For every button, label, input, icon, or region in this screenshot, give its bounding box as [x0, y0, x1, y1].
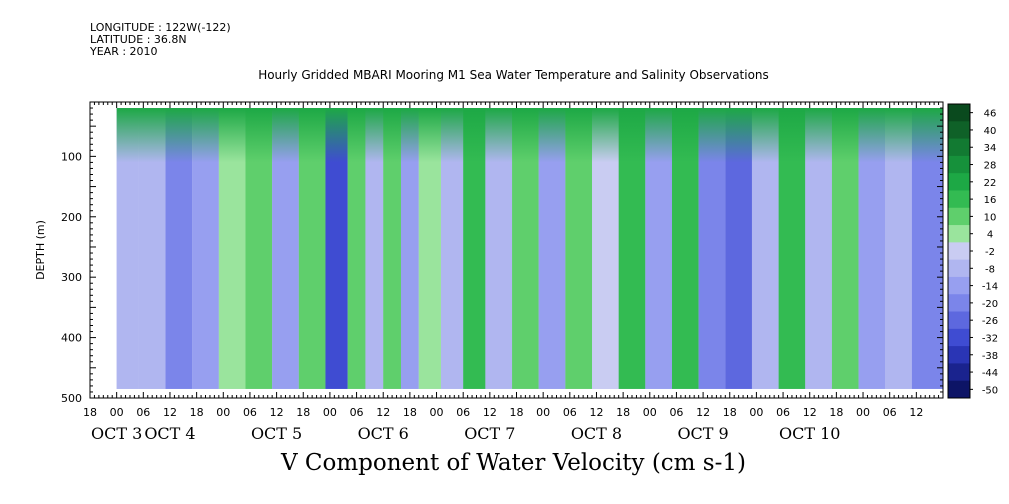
x-hour-tick-label: 12 — [376, 406, 390, 419]
colorbar-label: 40 — [984, 126, 997, 137]
x-hour-tick-label: 06 — [883, 406, 897, 419]
colorbar-band — [948, 346, 970, 364]
metadata-block: LONGITUDE : 122W(-122) LATITUDE : 36.8N … — [90, 22, 231, 58]
colorbar-label: -32 — [982, 333, 998, 344]
heatmap-stripe — [365, 108, 384, 389]
x-day-label: OCT 9 — [677, 424, 728, 443]
colorbar-label: -14 — [982, 282, 998, 293]
x-day-label: OCT 6 — [358, 424, 409, 443]
colorbar-band — [948, 207, 970, 226]
x-hour-tick-label: 06 — [350, 406, 364, 419]
y-tick-label: 500 — [61, 392, 82, 405]
x-hour-tick-label: 06 — [563, 406, 577, 419]
x-hour-tick-label: 18 — [510, 406, 524, 419]
colorbar-band — [948, 363, 970, 382]
heatmap-stripe — [400, 108, 419, 389]
y-tick-label: 400 — [61, 332, 82, 345]
x-hour-tick-label: 00 — [749, 406, 763, 419]
heatmap-stripe — [383, 108, 401, 389]
x-hour-tick-label: 12 — [163, 406, 177, 419]
colorbar-label: -38 — [982, 351, 998, 362]
colorbar-label: -44 — [982, 368, 998, 379]
x-day-label: OCT 8 — [571, 424, 622, 443]
colorbar-label: 4 — [987, 230, 993, 241]
colorbar-band — [948, 276, 970, 295]
colorbar-band — [948, 138, 970, 157]
colorbar-band — [948, 294, 970, 313]
heatmap-stripe — [325, 108, 348, 389]
colorbar-band — [948, 380, 970, 399]
x-hour-tick-label: 00 — [536, 406, 550, 419]
colorbar-band — [948, 259, 970, 278]
colorbar-label: 10 — [984, 212, 997, 223]
colorbar-label: -26 — [982, 316, 998, 327]
heatmap-stripe — [463, 108, 486, 389]
x-hour-tick-label: 00 — [430, 406, 444, 419]
x-hour-tick-label: 12 — [909, 406, 923, 419]
y-tick-label: 300 — [61, 271, 82, 284]
x-day-label: OCT 10 — [779, 424, 840, 443]
x-hour-tick-label: 00 — [643, 406, 657, 419]
x-hour-tick-label: 12 — [589, 406, 603, 419]
x-hour-tick-label: 00 — [856, 406, 870, 419]
colorbar-band — [948, 173, 970, 191]
colorbar-label: -2 — [985, 247, 995, 258]
x-day-label: OCT 3 — [91, 424, 142, 443]
colorbar-band — [948, 328, 970, 347]
y-tick-label: 100 — [61, 150, 82, 163]
x-hour-tick-label: 00 — [110, 406, 124, 419]
colorbar-label: -50 — [982, 385, 998, 396]
colorbar-band — [948, 104, 970, 122]
y-tick-label: 200 — [61, 211, 82, 224]
x-hour-tick-label: 12 — [270, 406, 284, 419]
y-axis-label: DEPTH (m) — [34, 220, 47, 280]
x-hour-tick-label: 18 — [616, 406, 630, 419]
x-hour-tick-label: 18 — [296, 406, 310, 419]
x-hour-tick-label: 18 — [190, 406, 204, 419]
x-day-label: OCT 4 — [144, 424, 195, 443]
colorbar-band — [948, 242, 970, 261]
chart-title: Hourly Gridded MBARI Mooring M1 Sea Wate… — [258, 68, 769, 82]
x-hour-tick-label: 18 — [829, 406, 843, 419]
heatmap-stripe — [347, 108, 366, 389]
longitude-label: LONGITUDE : 122W(-122) — [90, 21, 231, 34]
x-hour-tick-label: 06 — [243, 406, 257, 419]
colorbar-label: 28 — [984, 161, 997, 172]
year-label: YEAR : 2010 — [90, 45, 158, 58]
colorbar-label: 16 — [984, 195, 997, 206]
x-hour-tick-label: 06 — [669, 406, 683, 419]
latitude-label: LATITUDE : 36.8N — [90, 33, 187, 46]
colorbar-band — [948, 311, 970, 330]
x-hour-tick-label: 00 — [216, 406, 230, 419]
heatmap-stripe — [418, 108, 441, 389]
colorbar-band — [948, 155, 970, 174]
colorbar-label: -20 — [982, 299, 998, 310]
surface-layer — [116, 108, 943, 163]
x-day-label: OCT 5 — [251, 424, 302, 443]
x-hour-tick-label: 18 — [83, 406, 97, 419]
colorbar-label: 22 — [984, 178, 997, 189]
colorbar-label: 46 — [984, 109, 997, 120]
x-day-label: OCT 7 — [464, 424, 515, 443]
x-hour-tick-label: 12 — [803, 406, 817, 419]
x-hour-tick-label: 18 — [403, 406, 417, 419]
x-hour-tick-label: 12 — [696, 406, 710, 419]
colorbar-band — [948, 190, 970, 209]
colorbar-band — [948, 121, 970, 140]
colorbar-band — [948, 225, 970, 243]
x-hour-tick-label: 06 — [776, 406, 790, 419]
x-hour-tick-label: 00 — [323, 406, 337, 419]
x-hour-tick-label: 18 — [723, 406, 737, 419]
x-hour-tick-label: 12 — [483, 406, 497, 419]
heatmap-stripe — [116, 108, 139, 389]
colorbar-label: -8 — [985, 264, 995, 275]
x-axis-label: V Component of Water Velocity (cm s-1) — [281, 450, 746, 476]
heatmap-stripe — [440, 108, 464, 389]
x-hour-tick-label: 06 — [456, 406, 470, 419]
colorbar-label: 34 — [984, 143, 997, 154]
x-hour-tick-label: 06 — [136, 406, 150, 419]
